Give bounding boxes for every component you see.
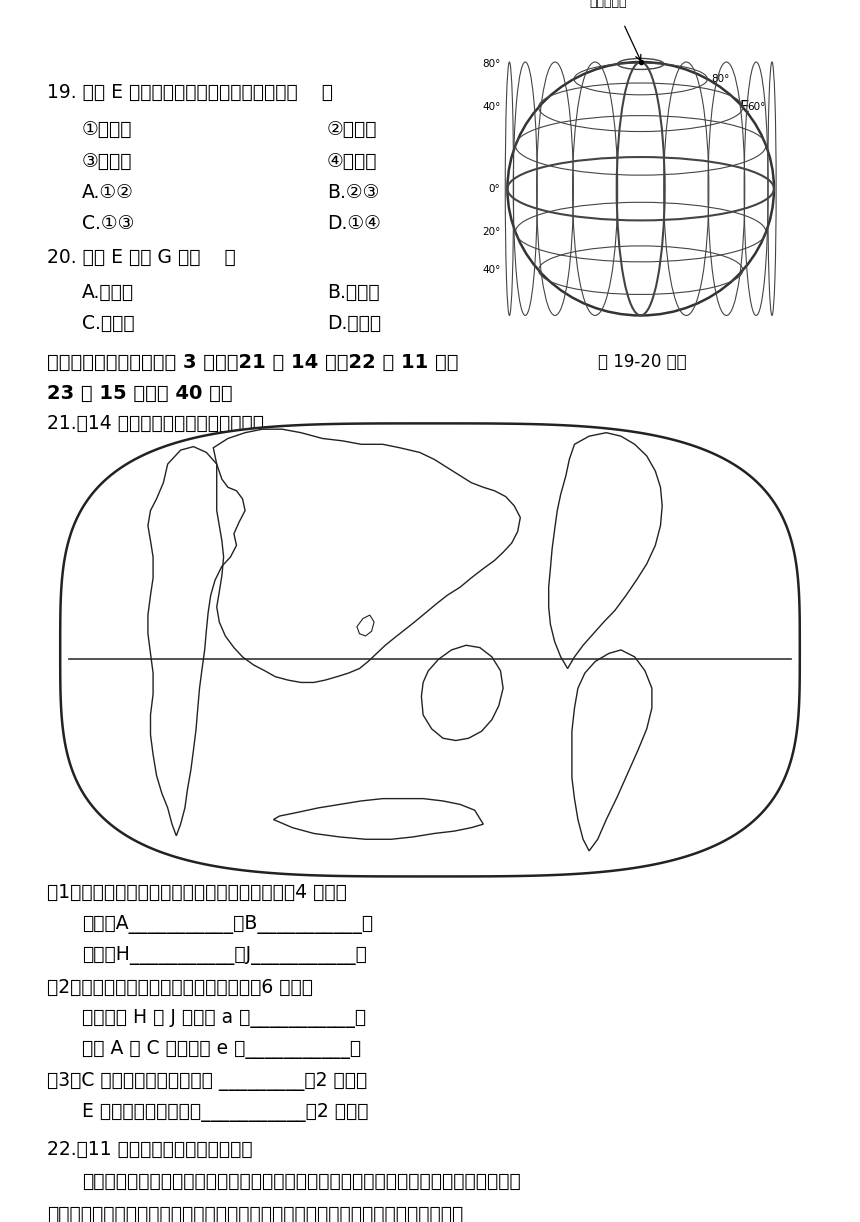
Text: ③北半球: ③北半球 [82, 152, 132, 171]
Text: C.东北方: C.东北方 [82, 314, 134, 334]
Text: 0°: 0° [635, 192, 647, 202]
Text: 22.（11 分）阅读材料，探究问题。: 22.（11 分）阅读材料，探究问题。 [47, 1140, 253, 1160]
Text: D: D [440, 714, 454, 732]
Text: D.正南方: D.正南方 [327, 314, 381, 334]
Text: a: a [369, 627, 379, 645]
Text: （2）说出相关字母所代表的运河或海峡（6 分）：: （2）说出相关字母所代表的运河或海峡（6 分）： [47, 978, 313, 996]
Text: 20°: 20° [482, 227, 501, 237]
Text: B.西北方: B.西北方 [327, 282, 379, 302]
Text: 0°: 0° [644, 183, 656, 194]
Ellipse shape [507, 62, 774, 315]
Text: d: d [455, 490, 465, 508]
Text: 80°: 80° [482, 59, 501, 68]
Text: C: C [531, 517, 544, 534]
Text: H: H [255, 697, 269, 715]
Text: G: G [393, 830, 407, 848]
Text: ④南半球: ④南半球 [327, 152, 378, 171]
Text: 沟通海洋 H 和 J 的海峡 a 是___________；: 沟通海洋 H 和 J 的海峡 a 是___________； [82, 1009, 365, 1028]
Text: ②西半球: ②西半球 [327, 120, 378, 139]
Text: 本初子午线: 本初子午线 [589, 0, 627, 9]
Text: B: B [278, 505, 290, 523]
Text: 23 题 15 分，共 40 分）: 23 题 15 分，共 40 分） [47, 384, 233, 403]
Text: 20. 图中 E 位于 G 的（    ）: 20. 图中 E 位于 G 的（ ） [47, 248, 236, 266]
Text: E: E [740, 100, 749, 115]
Text: G: G [708, 225, 720, 240]
Text: 大洲 A 和 C 的分界线 e 是___________。: 大洲 A 和 C 的分界线 e 是___________。 [82, 1040, 361, 1059]
Text: E: E [127, 569, 139, 587]
Text: 40°: 40° [644, 103, 662, 112]
Text: e: e [679, 618, 689, 637]
Text: C.①③: C.①③ [82, 214, 134, 233]
Text: 40°: 40° [482, 103, 501, 112]
Text: I: I [427, 448, 433, 466]
Text: A.①②: A.①② [82, 183, 133, 202]
Text: 大洲：A___________、B___________；: 大洲：A___________、B___________； [82, 915, 373, 934]
Text: ①东半球: ①东半球 [82, 120, 132, 139]
Text: 20°: 20° [644, 227, 662, 237]
Text: 80°: 80° [712, 75, 730, 84]
Text: 0°: 0° [488, 183, 501, 194]
Polygon shape [60, 423, 800, 876]
Text: A: A [716, 634, 728, 653]
Text: （3）C 大洲信仰的宗教主要为 _________（2 分）；: （3）C 大洲信仰的宗教主要为 _________（2 分）； [47, 1072, 367, 1090]
Text: J: J [492, 563, 497, 582]
Text: 二、非选择题（本大题共 3 小题，21 题 14 分，22 题 11 分，: 二、非选择题（本大题共 3 小题，21 题 14 分，22 题 11 分， [47, 352, 458, 371]
Text: 在五千多年的文明发展中，中华民族一直追求和传承着和平、和睦、和谐等理念，追求人: 在五千多年的文明发展中，中华民族一直追求和传承着和平、和睦、和谐等理念，追求人 [82, 1172, 520, 1190]
Text: 20°: 20° [677, 192, 696, 202]
Text: D.①④: D.①④ [327, 214, 381, 233]
Text: A.正北方: A.正北方 [82, 282, 134, 302]
Text: 与自然的和谐统一、人与人的和谐相处。根据所学知识，阅读材料，回答下列问题。: 与自然的和谐统一、人与人的和谐相处。根据所学知识，阅读材料，回答下列问题。 [47, 1205, 464, 1222]
Text: B.②③: B.②③ [327, 183, 379, 202]
Text: 60°: 60° [747, 103, 765, 112]
Text: K: K [703, 551, 716, 569]
Text: 40°: 40° [546, 192, 564, 202]
Text: 40°: 40° [482, 265, 501, 275]
Text: 20°: 20° [586, 192, 605, 202]
Text: 40°: 40° [717, 192, 735, 202]
Text: 60°: 60° [747, 192, 765, 202]
Text: •N: •N [648, 67, 662, 77]
Text: 19. 图中 E 地所在的半球位置说法正确的是（    ）: 19. 图中 E 地所在的半球位置说法正确的是（ ） [47, 83, 334, 101]
Text: E 洲北部地区的人种是___________（2 分）；: E 洲北部地区的人种是___________（2 分）； [82, 1103, 368, 1122]
Text: 21.（14 分）读下图，回答下列问题。: 21.（14 分）读下图，回答下列问题。 [47, 414, 264, 433]
Text: 第 19-20 题图: 第 19-20 题图 [598, 352, 686, 370]
Text: 大洋：H___________、J___________。: 大洋：H___________、J___________。 [82, 946, 366, 965]
Text: （1）填出上图中字母所代表的大洲、大洋名称（4 分）：: （1）填出上图中字母所代表的大洲、大洋名称（4 分）： [47, 884, 347, 902]
